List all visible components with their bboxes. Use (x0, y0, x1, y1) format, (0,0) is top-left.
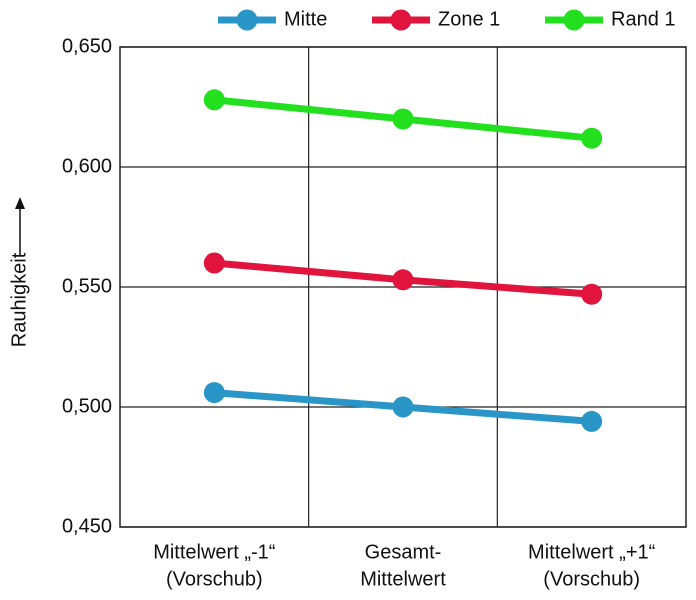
legend-marker (563, 9, 585, 31)
x-tick-label: Mittelwert „+1“ (528, 541, 655, 563)
data-point (581, 127, 603, 149)
x-tick-label: (Vorschub) (543, 568, 640, 590)
legend-label: Rand 1 (611, 8, 676, 30)
data-point (203, 252, 225, 274)
x-tick-label: (Vorschub) (166, 568, 263, 590)
data-point (581, 410, 603, 432)
y-tick-label: 0,500 (62, 395, 112, 417)
y-tick-label: 0,550 (62, 275, 112, 297)
x-tick-label: Mittelwert (360, 568, 446, 590)
y-tick-label: 0,450 (62, 515, 112, 537)
x-tick-label: Gesamt- (365, 541, 442, 563)
y-axis-arrow (15, 197, 25, 255)
legend-label: Mitte (284, 8, 327, 30)
legend-label: Zone 1 (438, 8, 500, 30)
legend-marker (390, 9, 412, 31)
data-point (203, 89, 225, 111)
legend-marker (236, 9, 258, 31)
y-tick-label: 0,650 (62, 35, 112, 57)
y-axis-label: Rauhigkeit (8, 252, 30, 347)
data-point (392, 396, 414, 418)
data-point (203, 382, 225, 404)
y-tick-label: 0,600 (62, 155, 112, 177)
data-point (581, 283, 603, 305)
x-tick-label: Mittelwert „-1“ (153, 541, 275, 563)
data-point (392, 269, 414, 291)
data-point (392, 108, 414, 130)
